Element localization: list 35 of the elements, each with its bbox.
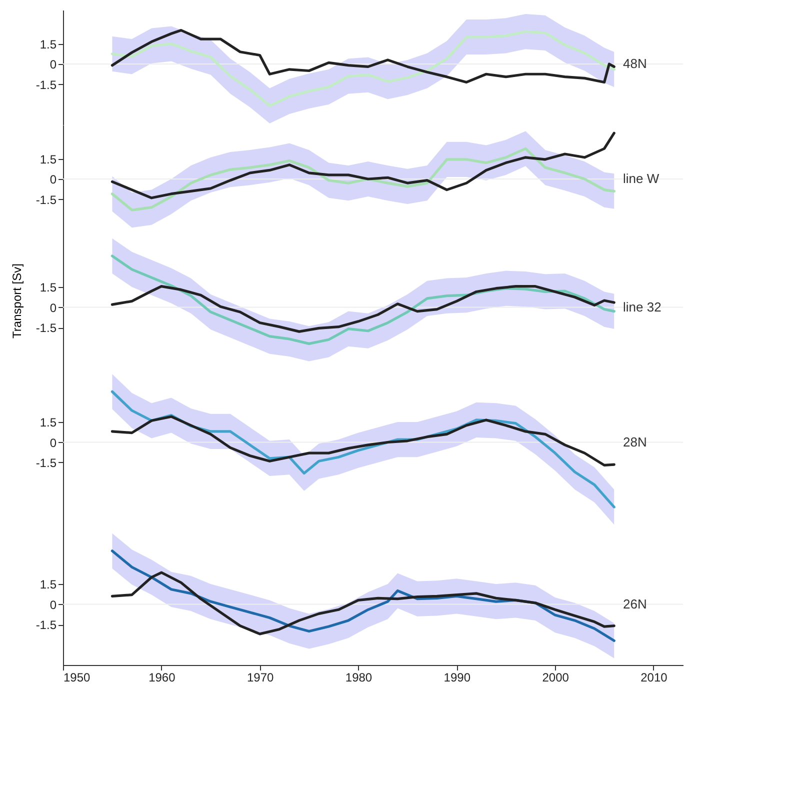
- annotation: line W: [623, 171, 660, 186]
- y-tick-label: -1.5: [36, 618, 57, 632]
- y-tick-label: 1.5: [40, 578, 57, 592]
- y-tick-label: 0: [50, 598, 57, 612]
- annotation: 48N: [623, 56, 647, 71]
- y-tick-label: -1.5: [36, 321, 57, 335]
- y-tick-label: -1.5: [36, 78, 57, 92]
- y-tick-label: 1.5: [40, 152, 57, 166]
- y-tick-label: 0: [50, 58, 57, 72]
- line-series: [110, 571, 616, 636]
- annotation: 26N: [623, 596, 647, 612]
- x-tick-label: 1960: [148, 670, 176, 684]
- y-tick-label: 0: [50, 172, 57, 186]
- y-tick-label: 0: [50, 436, 57, 450]
- annotation: 28N: [623, 434, 647, 450]
- y-tick-label: 1.5: [40, 37, 57, 52]
- x-tick-label: 1970: [246, 670, 274, 684]
- y-axis-title: Transport [Sv]: [10, 264, 24, 338]
- y-tick-label: -1.5: [36, 192, 57, 207]
- x-tick-label: 2000: [542, 670, 570, 684]
- x-tick-label: 1950: [64, 670, 91, 684]
- y-tick-label: 1.5: [40, 280, 57, 294]
- line-series: [110, 285, 616, 333]
- x-tick-label: 1980: [345, 670, 372, 684]
- annotation: line 32: [623, 299, 662, 314]
- line-series: [110, 28, 616, 84]
- line-series: [110, 415, 616, 466]
- line-series: [110, 147, 616, 212]
- y-tick-label: -1.5: [36, 456, 57, 470]
- line-series: [110, 132, 616, 200]
- y-tick-label: 1.5: [40, 416, 57, 430]
- x-tick-label: 1990: [444, 670, 471, 684]
- line-series: [110, 30, 616, 108]
- x-tick-label: 2010: [640, 670, 668, 684]
- y-tick-label: 0: [50, 300, 57, 315]
